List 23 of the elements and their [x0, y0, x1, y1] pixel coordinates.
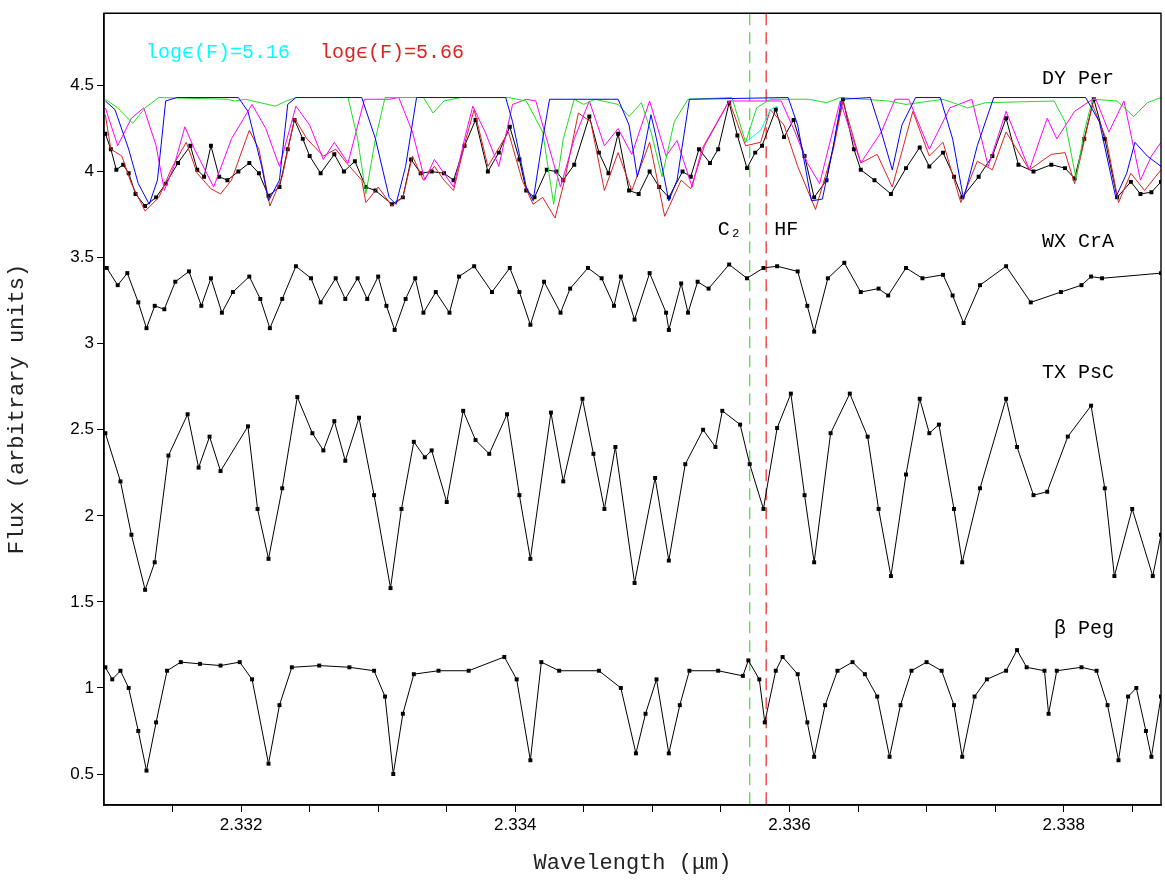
y-tick-label: 0.5: [70, 763, 94, 783]
series-label: β Peg: [1053, 617, 1114, 641]
y-tick-label: 1.5: [70, 591, 94, 611]
ref-line-label: HF: [774, 218, 799, 242]
y-tick-label: 2: [84, 505, 94, 525]
text: logϵ(F)=5.16: [146, 41, 291, 65]
y-tick-label: 4: [84, 161, 94, 181]
x-tick-label: 2.332: [219, 814, 263, 834]
series-label: WX CrA: [1041, 230, 1114, 254]
x-tick-label: 2.334: [494, 814, 537, 834]
y-tick-label: 3.5: [70, 247, 94, 267]
y-axis-title: Flux (arbitrary units): [5, 263, 31, 555]
series-label: DY Per: [1041, 66, 1114, 90]
y-tick-label: 4.5: [70, 75, 94, 95]
x-tick-label: 2.338: [1042, 814, 1085, 834]
y-tick-label: 1: [84, 677, 94, 697]
series-label: TX PsC: [1041, 360, 1114, 384]
x-tick-label: 2.336: [768, 814, 811, 834]
x-axis-title: Wavelength (μm): [533, 850, 732, 876]
y-tick-label: 3: [84, 333, 94, 353]
ref-line-label: C₂: [717, 218, 742, 242]
text: logϵ(F)=5.66: [320, 41, 465, 65]
y-tick-label: 2.5: [70, 419, 94, 439]
